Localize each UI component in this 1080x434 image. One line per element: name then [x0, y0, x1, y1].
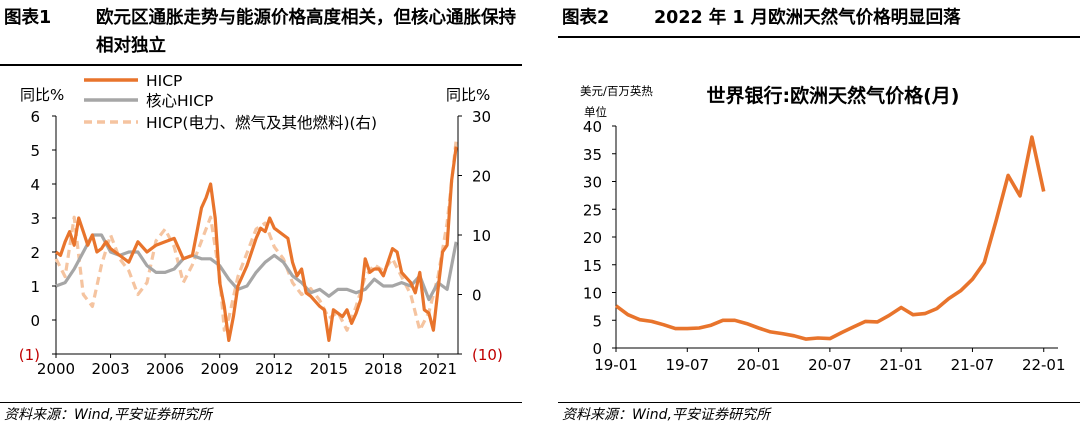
left-figure-number: 图表1	[4, 8, 52, 28]
y-left-tick-label: 0	[30, 312, 40, 330]
legend-label: HICP(电力、燃气及其他燃料)(右)	[146, 114, 377, 132]
x-tick-label: 2006	[146, 360, 184, 378]
y-right-tick-label: 10	[472, 227, 491, 245]
x-tick-label: 21-07	[951, 356, 995, 374]
unit-label: 美元/百万英热	[580, 84, 653, 98]
legend-label: HICP	[146, 72, 182, 90]
right-source-rule	[558, 402, 1080, 403]
left-title-rule	[0, 64, 522, 66]
y-right-tick-label: 20	[472, 168, 491, 186]
x-tick-label: 19-01	[594, 356, 638, 374]
right-title-rule	[558, 36, 1080, 38]
x-tick-label: 2015	[310, 360, 348, 378]
y-right-axis-label: 同比%	[446, 86, 490, 104]
left-figure-caption: 欧元区通胀走势与能源价格高度相关，但核心通胀保持相对独立	[96, 8, 516, 56]
x-tick-label: 20-07	[808, 356, 852, 374]
y-right-tick-label: 0	[472, 287, 482, 305]
y-tick-label: 15	[583, 257, 602, 275]
y-left-axis-label: 同比%	[20, 86, 64, 104]
y-tick-label: 25	[583, 201, 602, 219]
x-tick-label: 19-07	[665, 356, 709, 374]
chart-inner-title: 世界银行:欧洲天然气价格(月)	[707, 84, 960, 107]
y-right-tick-label: (10)	[472, 346, 503, 364]
x-tick-label: 2018	[364, 360, 402, 378]
x-tick-label: 22-01	[1022, 356, 1066, 374]
left-source-rule	[0, 402, 522, 403]
series-line-0	[55, 146, 458, 342]
x-tick-label: 2021	[419, 360, 457, 378]
y-tick-label: 35	[583, 146, 602, 164]
x-tick-label: 2003	[91, 360, 129, 378]
x-tick-label: 20-01	[737, 356, 781, 374]
y-tick-label: 0	[592, 340, 602, 358]
y-tick-label: 30	[583, 174, 602, 192]
y-left-tick-label: 3	[30, 210, 40, 228]
y-left-tick-label: (1)	[19, 346, 40, 364]
gas-price-line	[614, 135, 1046, 341]
y-tick-label: 40	[583, 118, 602, 136]
y-left-tick-label: 5	[30, 142, 40, 160]
y-left-tick-label: 6	[30, 108, 40, 126]
y-left-tick-label: 2	[30, 244, 40, 262]
series-line-1	[55, 233, 458, 302]
unit-label-sub: 单位	[584, 105, 607, 119]
y-tick-label: 10	[583, 285, 602, 303]
y-left-tick-label: 4	[30, 176, 40, 194]
right-figure-caption: 2022 年 1 月欧洲天然气价格明显回落	[654, 8, 961, 28]
right-source-note: 资料来源：Wind,平安证券研究所	[562, 407, 770, 423]
right-panel: 图表2 2022 年 1 月欧洲天然气价格明显回落 世界银行:欧洲天然气价格(月…	[558, 0, 1080, 434]
x-tick-label: 2012	[255, 360, 293, 378]
y-left-tick-label: 1	[30, 278, 40, 296]
y-tick-label: 5	[592, 312, 602, 330]
y-right-tick-label: 30	[472, 108, 491, 126]
left-source-note: 资料来源：Wind,平安证券研究所	[4, 407, 212, 423]
right-figure-number: 图表2	[562, 8, 610, 28]
x-tick-label: 2000	[37, 360, 75, 378]
x-tick-label: 2009	[201, 360, 239, 378]
x-tick-label: 21-01	[879, 356, 923, 374]
legend-label: 核心HICP	[146, 92, 213, 110]
y-tick-label: 20	[583, 229, 602, 247]
